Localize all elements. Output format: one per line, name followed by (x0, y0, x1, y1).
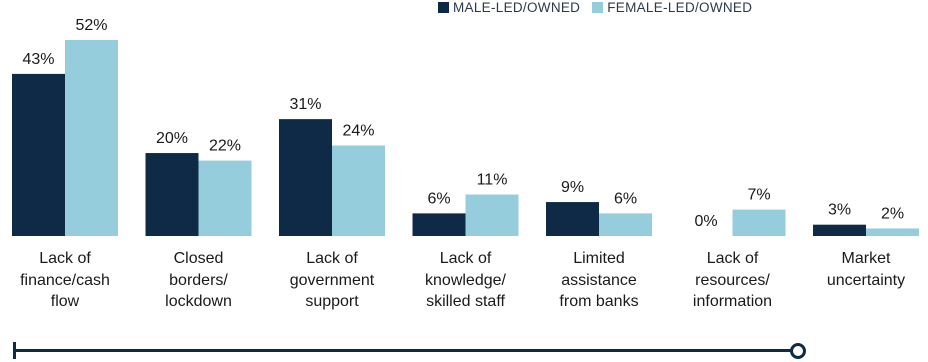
legend: MALE-LED/OWNED FEMALE-LED/OWNED (438, 0, 764, 15)
timeline-line (14, 349, 792, 352)
bar-male-0 (12, 73, 65, 236)
timeline-end-marker (790, 343, 806, 359)
data-label-female-1: 22% (209, 138, 241, 155)
bar-female-1 (198, 160, 252, 236)
bar-female-6 (866, 228, 919, 236)
bar-male-3 (412, 213, 466, 236)
data-label-male-4: 9% (561, 179, 584, 196)
legend-item-female: FEMALE-LED/OWNED (592, 0, 752, 15)
bar-female-2 (332, 145, 385, 236)
bar-male-1 (145, 153, 199, 236)
data-label-female-2: 24% (342, 123, 374, 140)
bar-female-3 (465, 194, 519, 236)
legend-swatch-male (438, 2, 449, 13)
data-label-male-0: 43% (22, 51, 54, 68)
data-label-female-0: 52% (75, 17, 107, 34)
legend-swatch-female (592, 2, 604, 13)
bar-male-4 (546, 202, 599, 236)
data-label-male-1: 20% (156, 130, 188, 147)
data-label-female-5: 7% (747, 187, 770, 204)
data-label-female-6: 2% (881, 205, 904, 222)
data-label-male-3: 6% (427, 190, 450, 207)
category-label-6: Market uncertainty (826, 250, 906, 289)
bar-female-5 (732, 209, 786, 236)
data-label-male-6: 3% (828, 202, 851, 219)
category-label-4: Limited assistance from banks (559, 250, 639, 310)
data-label-female-4: 6% (614, 190, 637, 207)
legend-label-female: FEMALE-LED/OWNED (607, 0, 753, 15)
bar-female-0 (65, 39, 118, 237)
category-label-2: Lack of government support (289, 250, 375, 310)
category-label-0: Lack of finance/cash flow (20, 250, 110, 310)
bar-male-6 (813, 224, 866, 236)
category-label-1: Closed borders/lockdown (165, 250, 232, 310)
category-label-5: Lack of resources/information (692, 250, 773, 310)
bar-female-4 (599, 213, 652, 236)
legend-label-male: MALE-LED/OWNED (453, 0, 581, 15)
data-label-male-5: 0% (694, 213, 717, 230)
data-label-male-2: 31% (289, 96, 321, 113)
data-label-female-3: 11% (477, 172, 508, 189)
legend-item-male: MALE-LED/OWNED (438, 0, 580, 15)
bar-male-2 (279, 119, 332, 236)
category-label-3: Lack of knowledge/skilled staff (425, 250, 506, 310)
